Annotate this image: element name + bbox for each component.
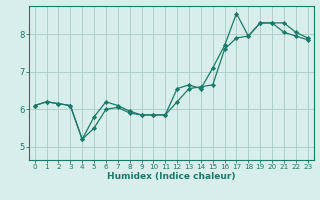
X-axis label: Humidex (Indice chaleur): Humidex (Indice chaleur) — [107, 172, 236, 181]
